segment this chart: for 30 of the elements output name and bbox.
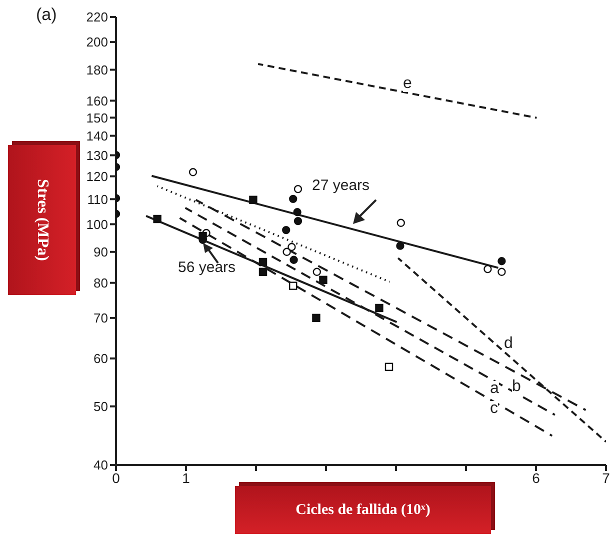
y-tick-label: 130	[86, 148, 108, 163]
annotation: 27 years	[312, 177, 370, 194]
y-tick-label: 180	[86, 62, 108, 78]
annotation: d	[504, 335, 513, 352]
y-tick-label: 80	[94, 275, 108, 290]
y-tick-label: 220	[86, 10, 108, 25]
y-tick-label: 60	[94, 351, 108, 366]
x-tick-label: 7	[602, 470, 610, 486]
x-tick-label: 0	[112, 470, 120, 486]
y-tick-label: 110	[87, 192, 108, 207]
annotation: a	[490, 380, 499, 397]
x-tick-label: 1	[182, 470, 190, 486]
annotation: 56 years	[178, 259, 236, 276]
y-axis-title: Stres (MPa)	[33, 179, 51, 261]
annotation: c	[490, 400, 498, 417]
text: (a)	[36, 5, 57, 24]
y-tick-label: 150	[86, 110, 108, 126]
annotation: b	[512, 378, 521, 395]
y-tick-label: 200	[86, 34, 108, 50]
annotation: e	[403, 75, 412, 92]
y-tick-label: 140	[86, 128, 108, 144]
y-tick-label: 40	[94, 458, 108, 473]
y-tick-label: 120	[86, 168, 108, 184]
x-tick-label: 6	[532, 470, 540, 486]
y-tick-label: 100	[86, 216, 108, 232]
x-axis-title: Cicles de fallida (10ˣ)	[296, 502, 430, 518]
y-tick-label: 70	[94, 310, 108, 326]
y-tick-label: 160	[86, 93, 108, 108]
y-tick-label: 50	[94, 398, 108, 414]
y-tick-label: 90	[94, 244, 108, 260]
